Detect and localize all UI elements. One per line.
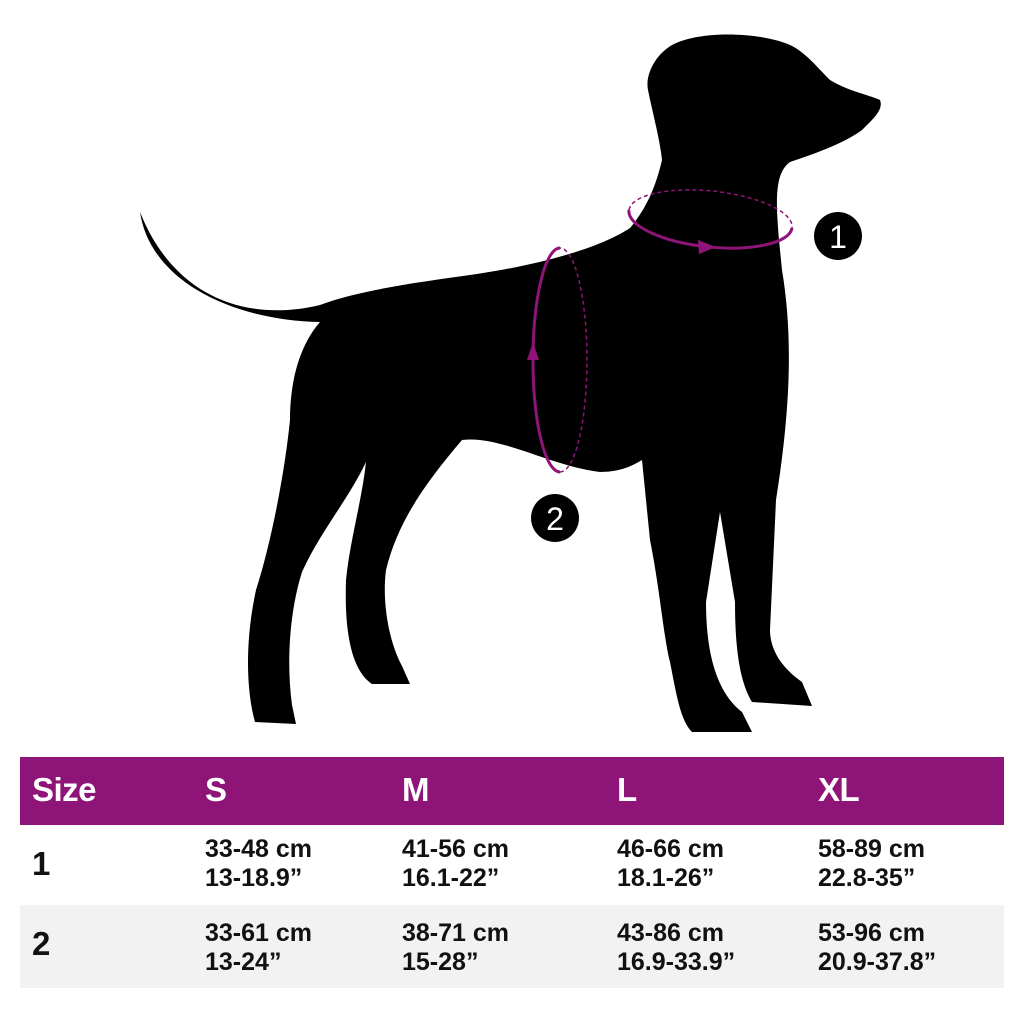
neck-measurement-loop (627, 189, 794, 254)
table-cell: 41-56 cm 16.1-22” (402, 835, 510, 892)
table-cell: 53-96 cm 20.9-37.8” (818, 919, 937, 976)
row-label: 1 (32, 845, 51, 882)
header-l: L (617, 771, 637, 808)
header-m: M (402, 771, 430, 808)
size-table: Size S M L XL 1 33-48 cm 13-18.9” 41-56 c… (20, 757, 1004, 988)
row-label: 2 (32, 925, 51, 962)
table-cell: 58-89 cm 22.8-35” (818, 835, 926, 892)
dog-silhouette (140, 34, 881, 733)
table-cell: 43-86 cm 16.9-33.9” (617, 919, 736, 976)
table-cell: 46-66 cm 18.1-26” (617, 835, 725, 892)
header-xl: XL (818, 771, 860, 808)
svg-text:2: 2 (546, 501, 564, 537)
arrow-icon (527, 342, 539, 360)
marker-1: 1 (814, 212, 862, 260)
marker-2: 2 (531, 494, 579, 542)
table-row: 1 33-48 cm 13-18.9” 41-56 cm 16.1-22” 46-6… (20, 825, 1004, 905)
arrow-icon (698, 240, 716, 254)
table-header: Size S M L XL (20, 757, 1004, 825)
table-cell: 38-71 cm 15-28” (402, 919, 510, 976)
dog-diagram: 1 2 (140, 34, 881, 733)
table-cell: 33-48 cm 13-18.9” (205, 835, 313, 892)
table-cell: 33-61 cm 13-24” (205, 919, 313, 976)
header-size: Size (32, 771, 97, 808)
svg-text:1: 1 (829, 219, 847, 255)
chest-measurement-loop (527, 246, 588, 474)
header-s: S (205, 771, 227, 808)
table-row: 2 33-61 cm 13-24” 38-71 cm 15-28” 43-86 cm… (20, 905, 1004, 988)
